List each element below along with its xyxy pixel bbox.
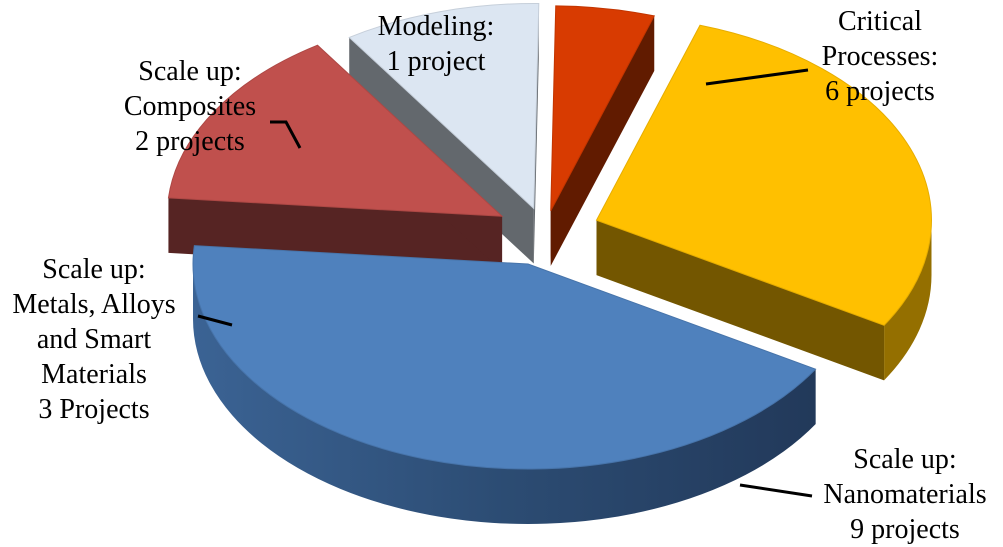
slice-critical-processes [595, 24, 932, 381]
leader-line-critical-processes [705, 68, 809, 86]
data-label-line: Metals, Alloys [12, 289, 175, 320]
slice-side [884, 220, 932, 381]
slice-wall [550, 15, 655, 266]
data-label-line: Critical [838, 6, 922, 37]
leader-line-scale-up-composites [270, 120, 302, 149]
slice-top [167, 44, 504, 217]
slice-top [550, 5, 656, 212]
data-label-line: 9 projects [850, 514, 960, 545]
data-label-scale-up-composites: Scale up: Composites 2 projects [124, 56, 256, 157]
data-label-line: 3 Projects [38, 394, 149, 425]
leader-lines [197, 68, 813, 498]
data-label-line: Nanomaterials [823, 479, 986, 510]
slice-modeling [550, 5, 656, 266]
data-label-line: Processes: [822, 41, 939, 72]
slice-scale-up-nanomaterials [192, 245, 817, 525]
slices-layer [167, 3, 932, 525]
slice-top [192, 245, 817, 470]
data-label-line: Scale up: [42, 254, 145, 285]
slice-top [348, 3, 540, 210]
data-label-line: Scale up: [138, 56, 241, 87]
data-label-line: 1 project [387, 46, 486, 77]
data-label-line: Composites [124, 91, 256, 122]
data-label-line: Modeling: [378, 11, 495, 42]
data-labels: Critical Processes: 6 projects Scale up: Nan… [12, 6, 986, 545]
slice-top [595, 24, 932, 326]
leader-line-scale-up-metals-alloys-and-smart-materials [197, 314, 233, 327]
data-label-scale-up-metals-alloys-and-smart-materials: Scale up: Metals, Alloys and Smart Material… [12, 254, 175, 425]
data-label-line: 6 projects [825, 76, 935, 107]
data-label-critical-processes: Critical Processes: 6 projects [822, 6, 939, 107]
data-label-modeling: Modeling: 1 project [378, 11, 495, 77]
data-label-line: Materials [41, 359, 147, 390]
slice-side [193, 264, 816, 525]
data-label-line: Scale up: [853, 444, 956, 475]
slice-wall [596, 220, 885, 381]
leader-line-scale-up-nanomaterials [739, 483, 813, 498]
data-label-line: and Smart [37, 324, 152, 355]
data-label-scale-up-nanomaterials: Scale up: Nanomaterials 9 projects [823, 444, 986, 545]
data-label-line: 2 projects [135, 126, 245, 157]
